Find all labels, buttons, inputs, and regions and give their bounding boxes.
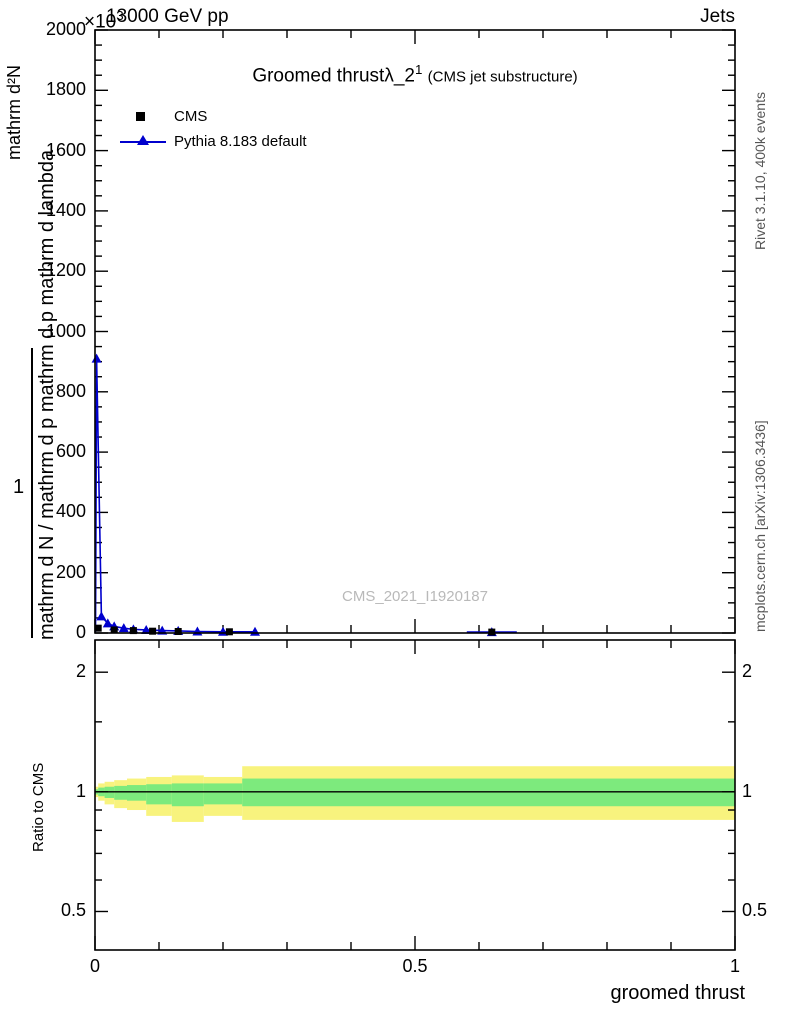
y-tick-label: 2000 bbox=[45, 19, 86, 39]
y-scale-note: ×103 bbox=[84, 8, 124, 33]
x-tick-label: 0 bbox=[89, 956, 100, 976]
y-tick-label: 800 bbox=[55, 380, 86, 401]
y-axis-fraction-bar bbox=[31, 348, 33, 638]
y-tick-label: 1400 bbox=[45, 199, 86, 220]
x-axis-label: groomed thrust bbox=[610, 982, 745, 1004]
x-tick-label: 0.5 bbox=[402, 956, 428, 976]
ratio-y-tick-label-right: 2 bbox=[742, 661, 753, 682]
black-square-icon bbox=[136, 112, 145, 122]
y-axis-label-outer: mathrm d²N bbox=[4, 64, 24, 160]
blue-triangle-icon bbox=[137, 135, 149, 146]
analysis-category-label: Jets bbox=[700, 6, 735, 27]
y-axis-label-denominator: mathrm d N / mathrm d p mathrm d p mathr… bbox=[36, 149, 58, 640]
y-tick-label: 1000 bbox=[45, 320, 86, 341]
y-tick-label: 1800 bbox=[45, 79, 86, 100]
legend-label-pythia: Pythia 8.183 default bbox=[174, 133, 307, 150]
legend-item-cms: CMS bbox=[120, 104, 307, 129]
legend-label-cms: CMS bbox=[174, 108, 208, 125]
y-tick-label: 0 bbox=[75, 622, 86, 642]
y-axis-fraction-numerator: 1 bbox=[13, 476, 25, 498]
y-tick-label: 600 bbox=[55, 441, 86, 462]
y-tick-label: 1200 bbox=[45, 260, 86, 281]
watermark-analysis-id: CMS_2021_I1920187 bbox=[342, 588, 488, 605]
cms-marker bbox=[120, 110, 166, 124]
pythia-marker bbox=[120, 135, 166, 149]
ratio-y-axis-label: Ratio to CMS bbox=[30, 762, 47, 852]
ratio-y-tick-label-right: 1 bbox=[742, 780, 753, 801]
ratio-y-tick-label-left: 1 bbox=[75, 780, 86, 801]
ratio-y-tick-label-left: 0.5 bbox=[60, 900, 86, 921]
beam-energy-label: 13000 GeV pp bbox=[106, 6, 229, 27]
legend-item-pythia: Pythia 8.183 default bbox=[120, 129, 307, 154]
y-tick-label: 400 bbox=[55, 501, 86, 522]
plot-title: Groomed thrustλ_21 (CMS jet substructure… bbox=[252, 62, 578, 87]
x-tick-label: 1 bbox=[729, 956, 740, 976]
ratio-y-tick-label-left: 2 bbox=[75, 661, 86, 682]
legend: CMS Pythia 8.183 default bbox=[120, 104, 307, 154]
ratio-y-tick-label-right: 0.5 bbox=[742, 900, 768, 921]
y-tick-label: 200 bbox=[55, 561, 86, 582]
y-tick-label: 1600 bbox=[45, 139, 86, 160]
mcplots-arxiv-label: mcplots.cern.ch [arXiv:1306.3436] bbox=[752, 420, 768, 632]
rivet-version-label: Rivet 3.1.10, 400k events bbox=[752, 92, 768, 250]
